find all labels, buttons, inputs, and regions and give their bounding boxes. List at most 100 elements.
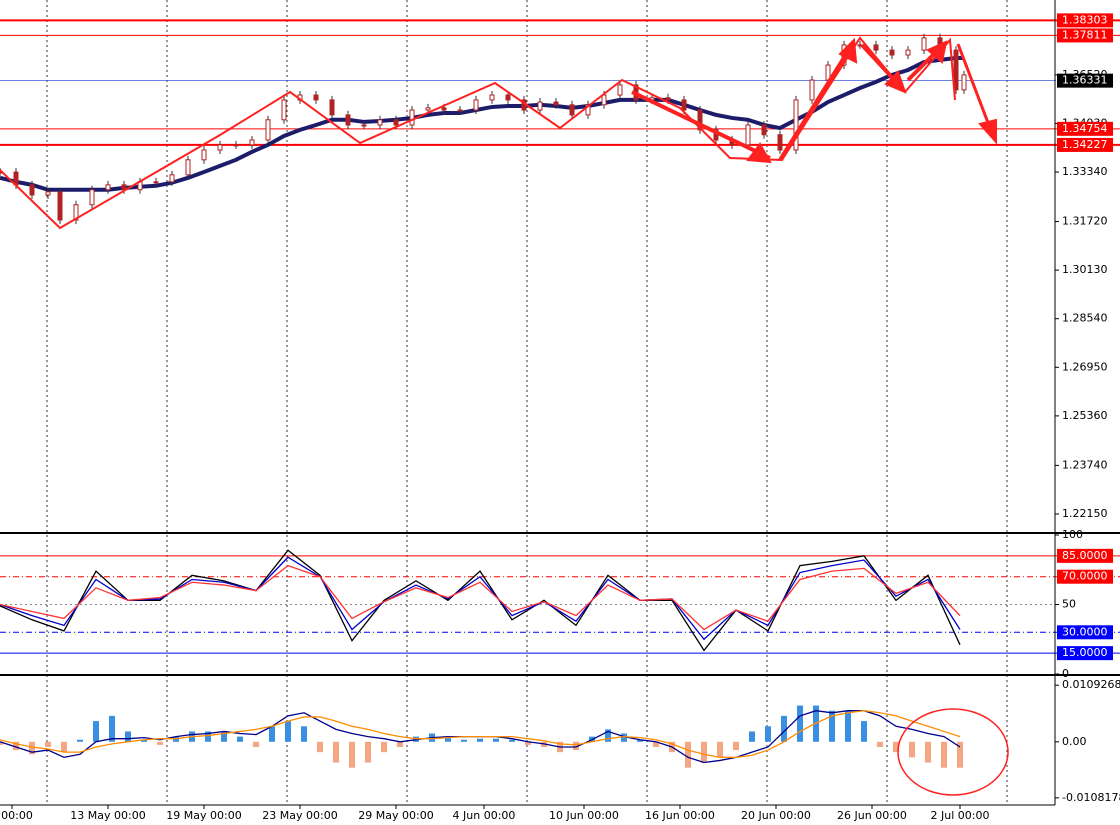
- histogram-bar: [509, 739, 515, 742]
- candle: [169, 174, 175, 183]
- level-box: [1057, 13, 1113, 28]
- candle: [489, 94, 495, 101]
- candle: [233, 144, 239, 147]
- histogram-bar: [957, 741, 963, 768]
- candle: [569, 104, 575, 116]
- level-label: 70.0000: [1062, 570, 1108, 583]
- y-tick-label: 1.30130: [1062, 263, 1108, 276]
- level-label: 1.38303: [1062, 13, 1108, 26]
- candle: [57, 191, 63, 221]
- histogram-bar: [637, 739, 643, 742]
- histogram-bar: [461, 739, 467, 742]
- x-tick-label: 19 May 00:00: [166, 809, 241, 822]
- histogram-bar: [93, 721, 99, 742]
- histogram-bar: [285, 721, 291, 742]
- series-line: [0, 564, 961, 631]
- histogram-bar: [909, 741, 915, 758]
- candle: [361, 124, 367, 127]
- histogram-bar: [253, 741, 259, 747]
- arrowhead: [746, 142, 772, 164]
- candle: [889, 49, 895, 56]
- candle: [681, 99, 687, 111]
- histogram-bar: [685, 741, 691, 768]
- candle: [201, 149, 207, 161]
- level-label: 1.37811: [1062, 28, 1108, 41]
- histogram-bar: [493, 738, 499, 742]
- candle: [553, 101, 559, 106]
- x-tick-label: 29 May 00:00: [358, 809, 433, 822]
- candle: [345, 114, 351, 126]
- histogram-bar: [77, 739, 83, 742]
- histogram-bar: [237, 736, 243, 742]
- x-tick-label: 16 Jun 00:00: [645, 809, 715, 822]
- candle: [793, 99, 799, 151]
- candle: [457, 109, 463, 112]
- arrow: [956, 43, 992, 129]
- histogram-bar: [765, 726, 771, 742]
- candle: [537, 101, 543, 111]
- histogram-bar: [941, 741, 947, 768]
- histogram-bar: [109, 715, 115, 742]
- histogram-bar: [397, 741, 403, 747]
- level-box: [1057, 28, 1113, 43]
- histogram-bar: [653, 741, 659, 747]
- histogram-bar: [157, 741, 163, 745]
- histogram-bar: [61, 741, 67, 753]
- histogram-bar: [701, 741, 707, 763]
- level-box: [1057, 625, 1113, 640]
- candle: [329, 99, 335, 116]
- candle: [697, 109, 703, 131]
- histogram-bar: [477, 738, 483, 742]
- y-tick-label: 1.23740: [1062, 458, 1108, 471]
- candle: [409, 109, 415, 126]
- y-tick-label: 1.28540: [1062, 312, 1108, 325]
- candle: [745, 124, 751, 146]
- arrowhead: [884, 70, 907, 94]
- candle: [313, 94, 319, 101]
- level-box: [1057, 137, 1113, 152]
- histogram-bar: [29, 741, 35, 755]
- candle: [105, 184, 111, 191]
- y-tick-label: 1.33340: [1062, 165, 1108, 178]
- arrowhead: [926, 40, 948, 64]
- grid: [0, 0, 1120, 805]
- candle: [217, 144, 223, 151]
- histogram-bar: [797, 705, 803, 742]
- level-box: [1057, 569, 1113, 584]
- y-tick-label: 1.22150: [1062, 507, 1108, 520]
- candle: [617, 84, 623, 96]
- level-label: 1.34227: [1062, 138, 1108, 151]
- level-box: [1057, 121, 1113, 136]
- candle: [777, 134, 783, 151]
- y-tick-label: 50: [1062, 598, 1076, 611]
- candle: [281, 99, 287, 121]
- histogram-bar: [141, 739, 147, 742]
- candle: [185, 159, 191, 176]
- candle: [265, 119, 271, 141]
- x-tick-label: 4 Jun 00:00: [453, 809, 516, 822]
- histogram-bar: [781, 715, 787, 742]
- histogram-bar: [333, 741, 339, 763]
- candle: [921, 37, 927, 51]
- histogram-bar: [717, 741, 723, 758]
- x-tick-label: 2 Jul 00:00: [931, 809, 990, 822]
- annotations: [0, 36, 1009, 796]
- histogram-bar: [0, 741, 3, 745]
- histogram-bar: [877, 741, 883, 747]
- arrow: [778, 46, 852, 162]
- candle: [249, 139, 255, 146]
- x-tick-label: 20 Jun 00:00: [741, 809, 811, 822]
- candle: [393, 119, 399, 126]
- histogram-bar: [829, 710, 835, 742]
- arrowhead: [838, 37, 858, 64]
- y-tick-label: 1.26950: [1062, 360, 1108, 373]
- level-label: 1.36331: [1062, 74, 1108, 87]
- histogram-bar: [621, 733, 627, 742]
- histogram-bar: [893, 741, 899, 753]
- histogram-bar: [749, 731, 755, 742]
- candle: [809, 79, 815, 101]
- candle: [505, 94, 511, 101]
- level-label: 30.0000: [1062, 625, 1108, 638]
- histogram-bar: [733, 741, 739, 751]
- histogram-bar: [221, 731, 227, 742]
